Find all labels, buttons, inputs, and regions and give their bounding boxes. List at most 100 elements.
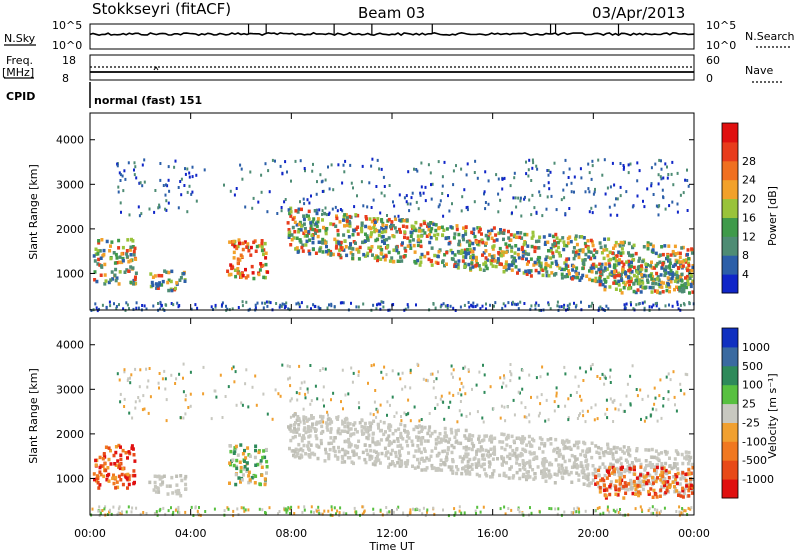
- noise-cell: [176, 301, 179, 305]
- echo-cell: [423, 231, 427, 235]
- echo-cell: [483, 457, 487, 461]
- echo-cell: [323, 459, 327, 463]
- noise-cell: [328, 303, 330, 307]
- scatter-cell: [191, 175, 194, 179]
- noise-cell: [517, 307, 520, 311]
- echo-cell: [675, 285, 678, 289]
- echo-cell: [120, 472, 124, 477]
- echo-cell: [246, 242, 250, 246]
- echo-cell: [624, 491, 628, 495]
- echo-cell: [512, 439, 516, 443]
- echo-cell: [660, 451, 663, 455]
- noise-cell: [534, 303, 537, 307]
- scatter-cell: [337, 415, 340, 419]
- echo-cell: [681, 461, 685, 466]
- echo-cell: [574, 270, 578, 274]
- echo-cell: [354, 227, 358, 231]
- echo-cell: [562, 267, 566, 272]
- echo-cell: [611, 465, 615, 470]
- scatter-cell: [141, 408, 144, 412]
- scatter-cell: [326, 410, 329, 414]
- echo-cell: [609, 480, 613, 484]
- echo-cell: [582, 440, 586, 445]
- echo-cell: [520, 245, 524, 250]
- echo-cell: [485, 266, 489, 271]
- echo-cell: [376, 440, 380, 444]
- scatter-cell: [683, 392, 686, 396]
- echo-cell: [325, 249, 328, 254]
- echo-cell: [374, 442, 378, 447]
- echo-cell: [348, 224, 352, 228]
- echo-cell: [547, 469, 551, 473]
- echo-cell: [673, 272, 676, 276]
- scatter-cell: [661, 188, 664, 192]
- echo-cell: [587, 483, 591, 488]
- echo-cell: [606, 442, 610, 447]
- echo-cell: [315, 421, 319, 426]
- scatter-cell: [636, 394, 639, 398]
- scatter-cell: [376, 158, 379, 162]
- echo-cell: [663, 273, 667, 278]
- echo-cell: [525, 272, 529, 276]
- echo-cell: [408, 243, 412, 247]
- echo-cell: [667, 476, 671, 480]
- echo-cell: [335, 415, 339, 420]
- echo-cell: [112, 251, 116, 255]
- noise-cell: [637, 302, 640, 306]
- echo-cell: [235, 458, 239, 463]
- noise-cell: [563, 303, 566, 307]
- echo-cell: [603, 287, 607, 292]
- echo-cell: [363, 443, 367, 447]
- noise-cell: [556, 300, 559, 304]
- noise-cell: [562, 306, 565, 309]
- echo-cell: [536, 257, 540, 262]
- echo-cell: [617, 279, 621, 284]
- echo-cell: [517, 268, 521, 272]
- scatter-cell: [463, 188, 466, 192]
- echo-cell: [253, 481, 257, 485]
- echo-cell: [665, 471, 669, 476]
- noise-cell: [126, 303, 129, 307]
- echo-cell: [367, 246, 371, 250]
- echo-cell: [325, 227, 329, 231]
- echo-cell: [563, 243, 566, 248]
- echo-cell: [671, 480, 675, 485]
- scatter-cell: [673, 395, 676, 399]
- echo-cell: [302, 217, 306, 222]
- echo-cell: [343, 424, 347, 429]
- echo-cell: [650, 447, 654, 452]
- noise-cell: [415, 303, 417, 307]
- scatter-cell: [158, 372, 161, 375]
- echo-cell: [353, 444, 357, 448]
- echo-cell: [352, 229, 356, 233]
- scatter-cell: [548, 187, 551, 191]
- echo-cell: [291, 435, 295, 440]
- echo-cell: [170, 269, 174, 274]
- echo-cell: [370, 231, 373, 235]
- date-title: 03/Apr/2013: [592, 4, 685, 22]
- scatter-cell: [459, 388, 461, 392]
- noise-cell: [523, 302, 526, 305]
- echo-cell: [630, 270, 634, 274]
- noise-cell: [318, 512, 321, 516]
- scatter-cell: [483, 190, 486, 194]
- colorbar-tick-label: -100: [742, 435, 767, 448]
- noise-cell: [355, 305, 358, 309]
- echo-cell: [652, 488, 656, 493]
- echo-cell: [587, 472, 591, 476]
- echo-cell: [346, 430, 350, 434]
- echo-cell: [298, 238, 302, 243]
- echo-cell: [465, 239, 469, 244]
- echo-cell: [322, 225, 325, 230]
- colorbar-swatch: [722, 403, 738, 423]
- scatter-cell: [547, 418, 550, 422]
- scatter-cell: [432, 386, 435, 390]
- echo-cell: [680, 279, 684, 283]
- echo-cell: [134, 257, 138, 261]
- noise-cell: [262, 306, 265, 310]
- noise-cell: [688, 301, 691, 305]
- echo-cell: [619, 456, 623, 461]
- scatter-cell: [484, 207, 487, 211]
- scatter-cell: [184, 412, 187, 416]
- echo-cell: [293, 230, 297, 234]
